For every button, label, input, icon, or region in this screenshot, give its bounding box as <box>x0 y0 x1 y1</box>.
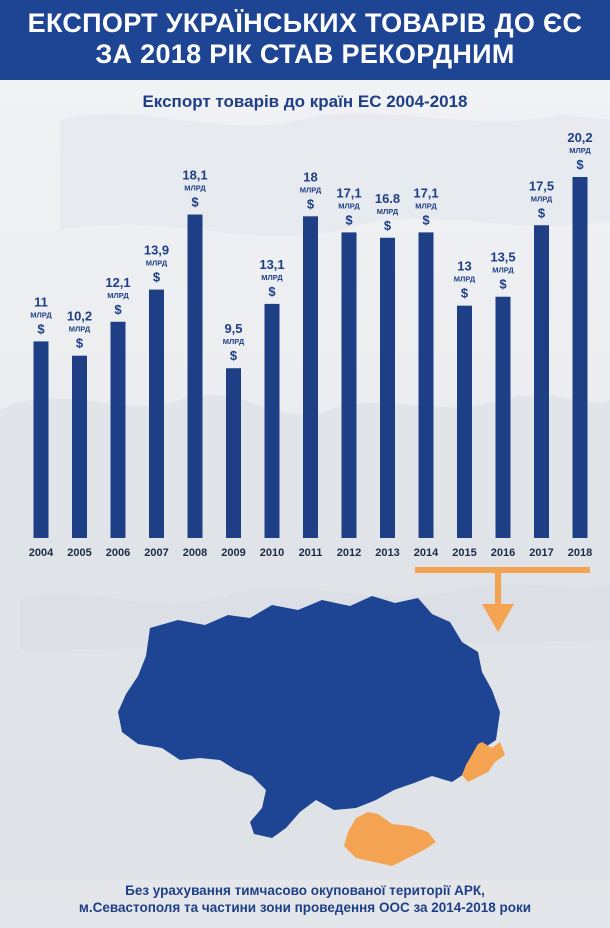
bar-2017 <box>534 225 549 538</box>
year-label-2010: 2010 <box>260 547 284 559</box>
currency-label-2018: $ <box>576 157 584 172</box>
value-label-2009: 9,5 <box>224 321 242 336</box>
value-label-2004: 11 <box>34 294 48 309</box>
year-label-2018: 2018 <box>568 547 592 559</box>
value-label-2015: 13 <box>457 259 471 274</box>
unit-label-2017: МЛРД <box>531 194 553 203</box>
bar-2014 <box>418 232 434 538</box>
orange-arrow <box>415 567 590 632</box>
value-label-2005: 10,2 <box>67 309 92 324</box>
currency-label-2009: $ <box>230 348 238 363</box>
currency-label-2012: $ <box>345 212 353 227</box>
value-label-2007: 13,9 <box>144 243 169 258</box>
unit-label-2016: МЛРД <box>492 266 514 275</box>
unit-label-2014: МЛРД <box>415 201 437 210</box>
header-title-line2: ЗА 2018 РІК СТАВ РЕКОРДНИМ <box>95 39 515 69</box>
footnote-line1: Без урахування тимчасово окупованої тери… <box>125 883 485 898</box>
value-label-2016: 13,5 <box>490 250 515 265</box>
ukraine-map <box>118 596 505 866</box>
bar-2016 <box>495 296 511 538</box>
year-label-2006: 2006 <box>106 547 130 559</box>
year-label-2015: 2015 <box>452 547 476 559</box>
footnote: Без урахування тимчасово окупованої тери… <box>0 882 610 916</box>
bar-chart: 11МЛРД$200410,2МЛРД$200512,1МЛРД$200613,… <box>29 130 593 866</box>
unit-label-2006: МЛРД <box>107 291 129 300</box>
ukraine-country-shape <box>118 596 500 838</box>
currency-label-2007: $ <box>153 270 161 285</box>
currency-label-2008: $ <box>191 195 199 210</box>
bar-2008 <box>187 214 203 538</box>
unit-label-2004: МЛРД <box>30 310 52 319</box>
year-label-2005: 2005 <box>67 547 91 559</box>
bar-2009 <box>226 368 241 538</box>
unit-label-2015: МЛРД <box>454 275 476 284</box>
unit-label-2018: МЛРД <box>569 146 591 155</box>
currency-label-2015: $ <box>461 286 469 301</box>
currency-label-2005: $ <box>76 336 84 351</box>
bars-layer: 11МЛРД$200410,2МЛРД$200512,1МЛРД$200613,… <box>29 130 593 559</box>
year-label-2012: 2012 <box>337 547 361 559</box>
unit-label-2008: МЛРД <box>184 184 206 193</box>
header-title-line1: ЕКСПОРТ УКРАЇНСЬКИХ ТОВАРІВ ДО ЄС <box>27 8 583 38</box>
year-label-2016: 2016 <box>491 547 515 559</box>
year-label-2004: 2004 <box>29 547 54 559</box>
year-label-2011: 2011 <box>299 547 323 559</box>
bar-2007 <box>149 289 164 538</box>
bar-2012 <box>341 232 357 538</box>
unit-label-2013: МЛРД <box>377 207 399 216</box>
currency-label-2010: $ <box>268 284 276 299</box>
year-label-2017: 2017 <box>529 547 553 559</box>
value-label-2014: 17,1 <box>413 185 438 200</box>
unit-label-2005: МЛРД <box>69 325 91 334</box>
currency-label-2011: $ <box>307 196 315 211</box>
value-label-2013: 16.8 <box>375 191 400 206</box>
bar-2018 <box>572 177 588 538</box>
currency-label-2016: $ <box>499 277 507 292</box>
bar-2006 <box>110 321 126 538</box>
currency-label-2014: $ <box>422 212 430 227</box>
footnote-line2: м.Севастополя та частини зони проведення… <box>78 900 532 915</box>
occupied-crimea-shape <box>344 812 436 866</box>
bar-2010 <box>264 303 280 538</box>
year-label-2014: 2014 <box>414 547 439 559</box>
value-label-2011: 18 <box>303 169 317 184</box>
currency-label-2013: $ <box>384 218 392 233</box>
unit-label-2010: МЛРД <box>261 273 283 282</box>
bar-2013 <box>380 237 395 538</box>
value-label-2010: 13,1 <box>259 257 284 272</box>
unit-label-2012: МЛРД <box>338 201 360 210</box>
chart-title: Експорт товарів до країн ЕС 2004-2018 <box>142 92 468 111</box>
bar-2015 <box>457 305 472 538</box>
currency-label-2004: $ <box>37 321 45 336</box>
year-label-2008: 2008 <box>183 547 207 559</box>
year-label-2009: 2009 <box>221 547 245 559</box>
bar-2005 <box>72 355 87 538</box>
value-label-2018: 20,2 <box>567 130 592 145</box>
unit-label-2009: МЛРД <box>223 337 245 346</box>
currency-label-2006: $ <box>114 302 122 317</box>
unit-label-2011: МЛРД <box>300 185 322 194</box>
year-label-2007: 2007 <box>144 547 168 559</box>
value-label-2006: 12,1 <box>105 275 130 290</box>
bar-2011 <box>303 216 318 538</box>
header-banner: ЕКСПОРТ УКРАЇНСЬКИХ ТОВАРІВ ДО ЄС ЗА 201… <box>0 0 610 80</box>
value-label-2008: 18,1 <box>182 168 207 183</box>
bar-2004 <box>33 341 49 538</box>
value-label-2012: 17,1 <box>336 185 361 200</box>
value-label-2017: 17,5 <box>529 178 554 193</box>
year-label-2013: 2013 <box>375 547 399 559</box>
unit-label-2007: МЛРД <box>146 259 168 268</box>
occupied-east-shape <box>462 742 505 782</box>
currency-label-2017: $ <box>538 205 546 220</box>
